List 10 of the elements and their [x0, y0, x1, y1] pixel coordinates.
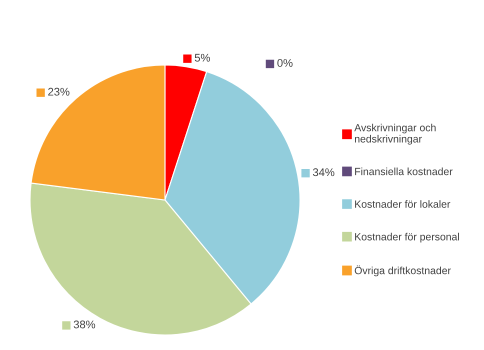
- data-label: 34%: [312, 168, 334, 176]
- text: 0%: [277, 59, 293, 67]
- data-label: 5%: [194, 54, 210, 62]
- legend-label: Finansiella kostnader: [355, 168, 453, 176]
- legend-label: Övriga driftkostnader: [354, 265, 451, 276]
- data-label: 23%: [48, 88, 70, 96]
- data-label: 38%: [74, 320, 96, 328]
- legend-label: Avskrivningar och nedskrivningar: [354, 124, 436, 145]
- legend-label: Kostnader för personal: [355, 232, 459, 243]
- legend-label: Kostnader för lokaler: [355, 200, 450, 208]
